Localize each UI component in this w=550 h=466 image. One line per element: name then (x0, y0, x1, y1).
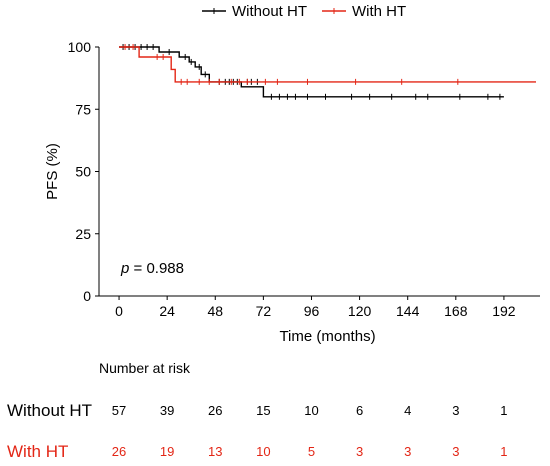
p-value-symbol: p (120, 260, 129, 277)
y-tick-label: 0 (83, 288, 91, 304)
x-axis-label: Time (months) (279, 328, 375, 345)
series-line-with-ht (119, 46, 536, 83)
p-value-annotation: p = 0.988 (120, 260, 184, 277)
x-tick-label: 120 (348, 303, 372, 319)
y-axis-label: PFS (%) (44, 143, 61, 200)
x-tick-label: 96 (304, 303, 320, 319)
axes: 0 25 50 75 100 0 24 48 72 96 120 144 168 192 Time (mon… (44, 39, 540, 345)
risk-value: 26 (208, 403, 222, 418)
legend: Without HT With HT (202, 3, 406, 20)
risk-value: 13 (208, 444, 222, 459)
plot-area (119, 44, 536, 100)
risk-value: 3 (356, 444, 363, 459)
risk-value: 10 (256, 444, 270, 459)
y-tick-label: 100 (68, 39, 92, 55)
risk-value: 39 (160, 403, 174, 418)
legend-label: Without HT (232, 3, 307, 20)
x-tick-label: 192 (492, 303, 516, 319)
risk-value: 3 (452, 444, 459, 459)
risk-value: 15 (256, 403, 270, 418)
x-tick-label: 24 (159, 303, 175, 319)
risk-value: 6 (356, 403, 363, 418)
risk-row-label: Without HT (7, 401, 92, 420)
risk-value: 10 (304, 403, 318, 418)
x-tick-label: 72 (256, 303, 272, 319)
series-line-without-ht (119, 46, 504, 98)
risk-table-title: Number at risk (99, 360, 191, 376)
x-tick-label: 144 (396, 303, 420, 319)
risk-value: 1 (500, 444, 507, 459)
risk-value: 19 (160, 444, 174, 459)
risk-row-label: With HT (7, 442, 68, 461)
y-tick-label: 25 (75, 226, 91, 242)
risk-value: 26 (112, 444, 126, 459)
risk-value: 3 (452, 403, 459, 418)
x-tick-label: 168 (444, 303, 468, 319)
risk-value: 3 (404, 444, 411, 459)
x-tick-label: 0 (115, 303, 123, 319)
p-value-text: = 0.988 (129, 260, 184, 277)
risk-value: 5 (308, 444, 315, 459)
y-tick-label: 75 (75, 101, 91, 117)
risk-value: 57 (112, 403, 126, 418)
risk-value: 4 (404, 403, 411, 418)
y-tick-label: 50 (75, 164, 91, 180)
legend-label: With HT (352, 3, 406, 20)
risk-value: 1 (500, 403, 507, 418)
x-tick-label: 48 (207, 303, 223, 319)
